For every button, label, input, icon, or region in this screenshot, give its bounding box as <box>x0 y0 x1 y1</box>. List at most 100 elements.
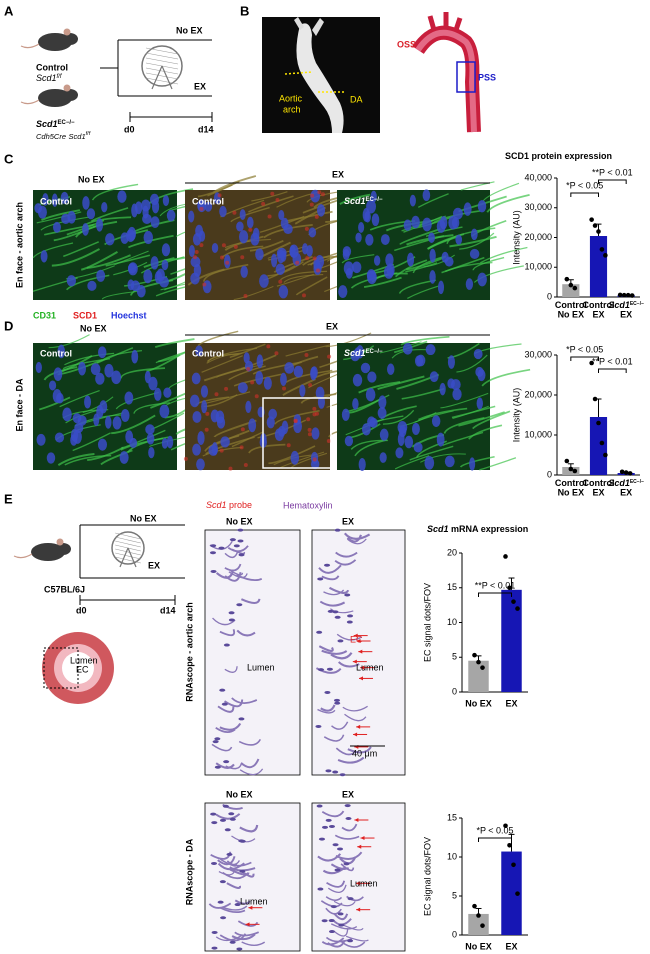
micrograph-texture <box>443 417 485 434</box>
arrow-head <box>356 907 361 912</box>
data-point <box>603 452 608 458</box>
genotype: Cdh5Cre Scd1f/f <box>36 131 91 141</box>
group-label: Scd1EC−/− <box>36 119 75 129</box>
nucleus <box>146 432 155 445</box>
micrograph-texture <box>231 431 264 448</box>
nucleus <box>339 773 346 777</box>
nucleus <box>346 620 353 624</box>
nucleus <box>223 643 230 647</box>
nucleus <box>469 248 480 259</box>
tissue-fiber <box>318 564 342 574</box>
scd1-signal <box>250 380 255 385</box>
nucleus <box>325 769 332 773</box>
micrograph-texture <box>57 452 95 466</box>
panel-letter: E <box>4 491 13 506</box>
nucleus <box>161 438 169 449</box>
section-box <box>43 647 79 689</box>
micrograph-texture <box>197 184 233 198</box>
nucleus <box>377 407 387 419</box>
nucleus <box>315 724 322 728</box>
nucleus <box>278 210 285 221</box>
nucleus <box>189 394 200 408</box>
tissue-fiber <box>338 661 360 668</box>
micrograph-texture <box>150 391 189 409</box>
micrograph-texture <box>406 255 447 271</box>
micrograph-texture <box>48 334 90 349</box>
nucleus <box>191 372 201 385</box>
nucleus <box>409 194 416 207</box>
tissue-fiber <box>321 937 345 946</box>
tissue-fiber <box>337 756 365 764</box>
micrograph-texture <box>472 256 505 271</box>
nucleus <box>62 407 72 422</box>
tissue-fiber <box>227 545 249 553</box>
y-tick-label: 0 <box>547 469 552 479</box>
bar <box>589 236 608 297</box>
tissue-fiber <box>224 563 242 572</box>
nucleus <box>332 610 339 614</box>
micrograph-texture <box>472 410 511 430</box>
scd1-signal <box>202 282 207 287</box>
nucleus <box>283 223 293 235</box>
nucleus <box>97 438 108 451</box>
micrograph-texture <box>420 453 466 463</box>
micrograph-texture <box>259 215 305 233</box>
micrograph-texture <box>382 409 415 425</box>
nucleus <box>275 263 285 275</box>
micrograph-texture <box>285 344 331 357</box>
tissue-fiber <box>321 575 340 581</box>
category-line: Scd1 <box>608 478 630 488</box>
nucleus <box>345 267 353 279</box>
nucleus <box>317 577 324 581</box>
tissue-fiber <box>219 722 242 731</box>
nucleus <box>337 847 344 851</box>
scd1-signal <box>310 193 315 198</box>
rule <box>145 52 179 60</box>
condition-label: EX <box>326 321 338 331</box>
nucleus <box>437 280 445 295</box>
nucleus <box>233 544 240 548</box>
x-tick-label: No EX <box>465 698 492 708</box>
image-label: Scd1EC−/− <box>344 196 383 206</box>
nucleus <box>219 818 226 822</box>
nucleus <box>373 255 381 266</box>
group-label: Control <box>36 62 68 72</box>
micrograph-texture <box>409 445 454 461</box>
nucleus <box>352 398 359 410</box>
condition-label: EX <box>342 789 354 799</box>
nucleus <box>365 234 374 246</box>
data-point <box>503 554 508 559</box>
tissue-fiber <box>226 860 252 867</box>
micrograph-texture <box>133 402 171 414</box>
nucleus <box>407 252 415 267</box>
nucleus <box>403 219 412 231</box>
rule <box>145 72 179 80</box>
mouse-icon <box>56 538 64 546</box>
rule <box>151 65 163 90</box>
nucleus <box>344 593 351 597</box>
rule <box>115 552 141 560</box>
condition-label: No EX <box>176 25 203 35</box>
scd1-signal <box>312 406 317 411</box>
nucleus <box>246 216 254 229</box>
tissue-fiber <box>330 652 353 660</box>
nucleus <box>414 355 424 367</box>
image-label: Control <box>192 348 224 358</box>
rule <box>145 67 179 75</box>
tissue-fiber <box>224 572 242 582</box>
nucleus <box>366 199 377 214</box>
nucleus <box>143 269 153 284</box>
mouse-icon <box>62 89 78 101</box>
nucleus <box>477 200 487 213</box>
nucleus <box>37 205 47 219</box>
data-point <box>596 229 601 234</box>
nucleus <box>422 189 431 202</box>
tissue-fiber <box>224 699 244 708</box>
scd1-signal <box>312 457 317 462</box>
tissue-fiber <box>240 598 261 605</box>
legend-entry: Hoechst <box>111 310 147 320</box>
y-tick-label: 0 <box>547 291 552 301</box>
data-point <box>515 891 520 896</box>
nucleus <box>322 825 329 829</box>
nucleus <box>192 411 202 423</box>
